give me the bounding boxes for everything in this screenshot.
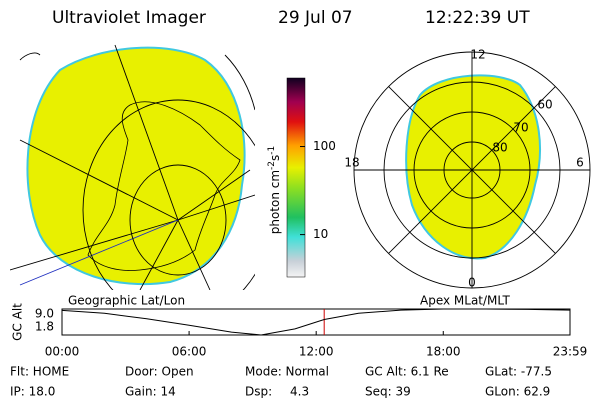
magnetic-image [353, 51, 591, 289]
y-tick-label: 1.8 [35, 320, 54, 334]
geographic-image [10, 44, 255, 290]
y-tick-label: 9.0 [35, 307, 54, 321]
mlat-label: 70 [513, 121, 528, 135]
date: 29 Jul 07 [278, 8, 353, 28]
status-bar: Flt: HOME Door: Open Mode: Normal GC Alt: 6… [10, 365, 552, 399]
panel-label: Geographic Lat/Lon [68, 294, 185, 308]
status-item: GLon: 62.9 [485, 385, 550, 399]
altitude-line [61, 308, 571, 336]
status-item: 4.3 [290, 385, 309, 399]
mlat-label: 80 [492, 141, 507, 155]
x-tick-label: 18:00 [426, 345, 461, 359]
status-item: Gain: 14 [125, 385, 176, 399]
colorbar-ticks: 10 100 [300, 139, 336, 241]
status-item: GC Alt: 6.1 Re [365, 365, 449, 379]
label-part: s [268, 155, 282, 161]
mlt-label: 6 [576, 156, 584, 170]
mlt-label: 0 [468, 276, 476, 290]
altitude-ylabel: GC Alt [11, 303, 25, 341]
colorbar-tick-label: 10 [313, 227, 328, 241]
colorbar [286, 77, 306, 278]
status-item: Door: Open [125, 365, 194, 379]
panel-label: Apex MLat/MLT [420, 294, 510, 308]
label-part: photon cm [268, 170, 282, 234]
x-tick-label: 23:59 [553, 345, 588, 359]
altitude-chart: 9.01.8 00:00 06:00 12:00 18:00 23:59 [35, 307, 587, 359]
x-tick-label: 00:00 [45, 345, 80, 359]
mlt-label: 18 [344, 156, 359, 170]
colorbar-tick-label: 100 [313, 139, 336, 153]
label-sup: -1 [267, 146, 277, 155]
status-item: GLat: -77.5 [485, 365, 552, 379]
instrument-title: Ultraviolet Imager [52, 8, 206, 28]
status-item: Mode: Normal [245, 365, 329, 379]
mlt-label: 12 [470, 48, 485, 62]
colorbar-label: photon cm-2s-1 [267, 146, 282, 235]
mlat-label: 60 [537, 98, 552, 112]
status-item: Seq: 39 [365, 385, 411, 399]
status-item: Flt: HOME [10, 365, 69, 379]
label-sup: -2 [267, 161, 277, 170]
x-tick-label: 06:00 [172, 345, 207, 359]
status-item: Dsp: [245, 385, 272, 399]
x-tick-label: 12:00 [299, 345, 334, 359]
status-item: IP: 18.0 [10, 385, 55, 399]
time: 12:22:39 UT [425, 8, 530, 28]
